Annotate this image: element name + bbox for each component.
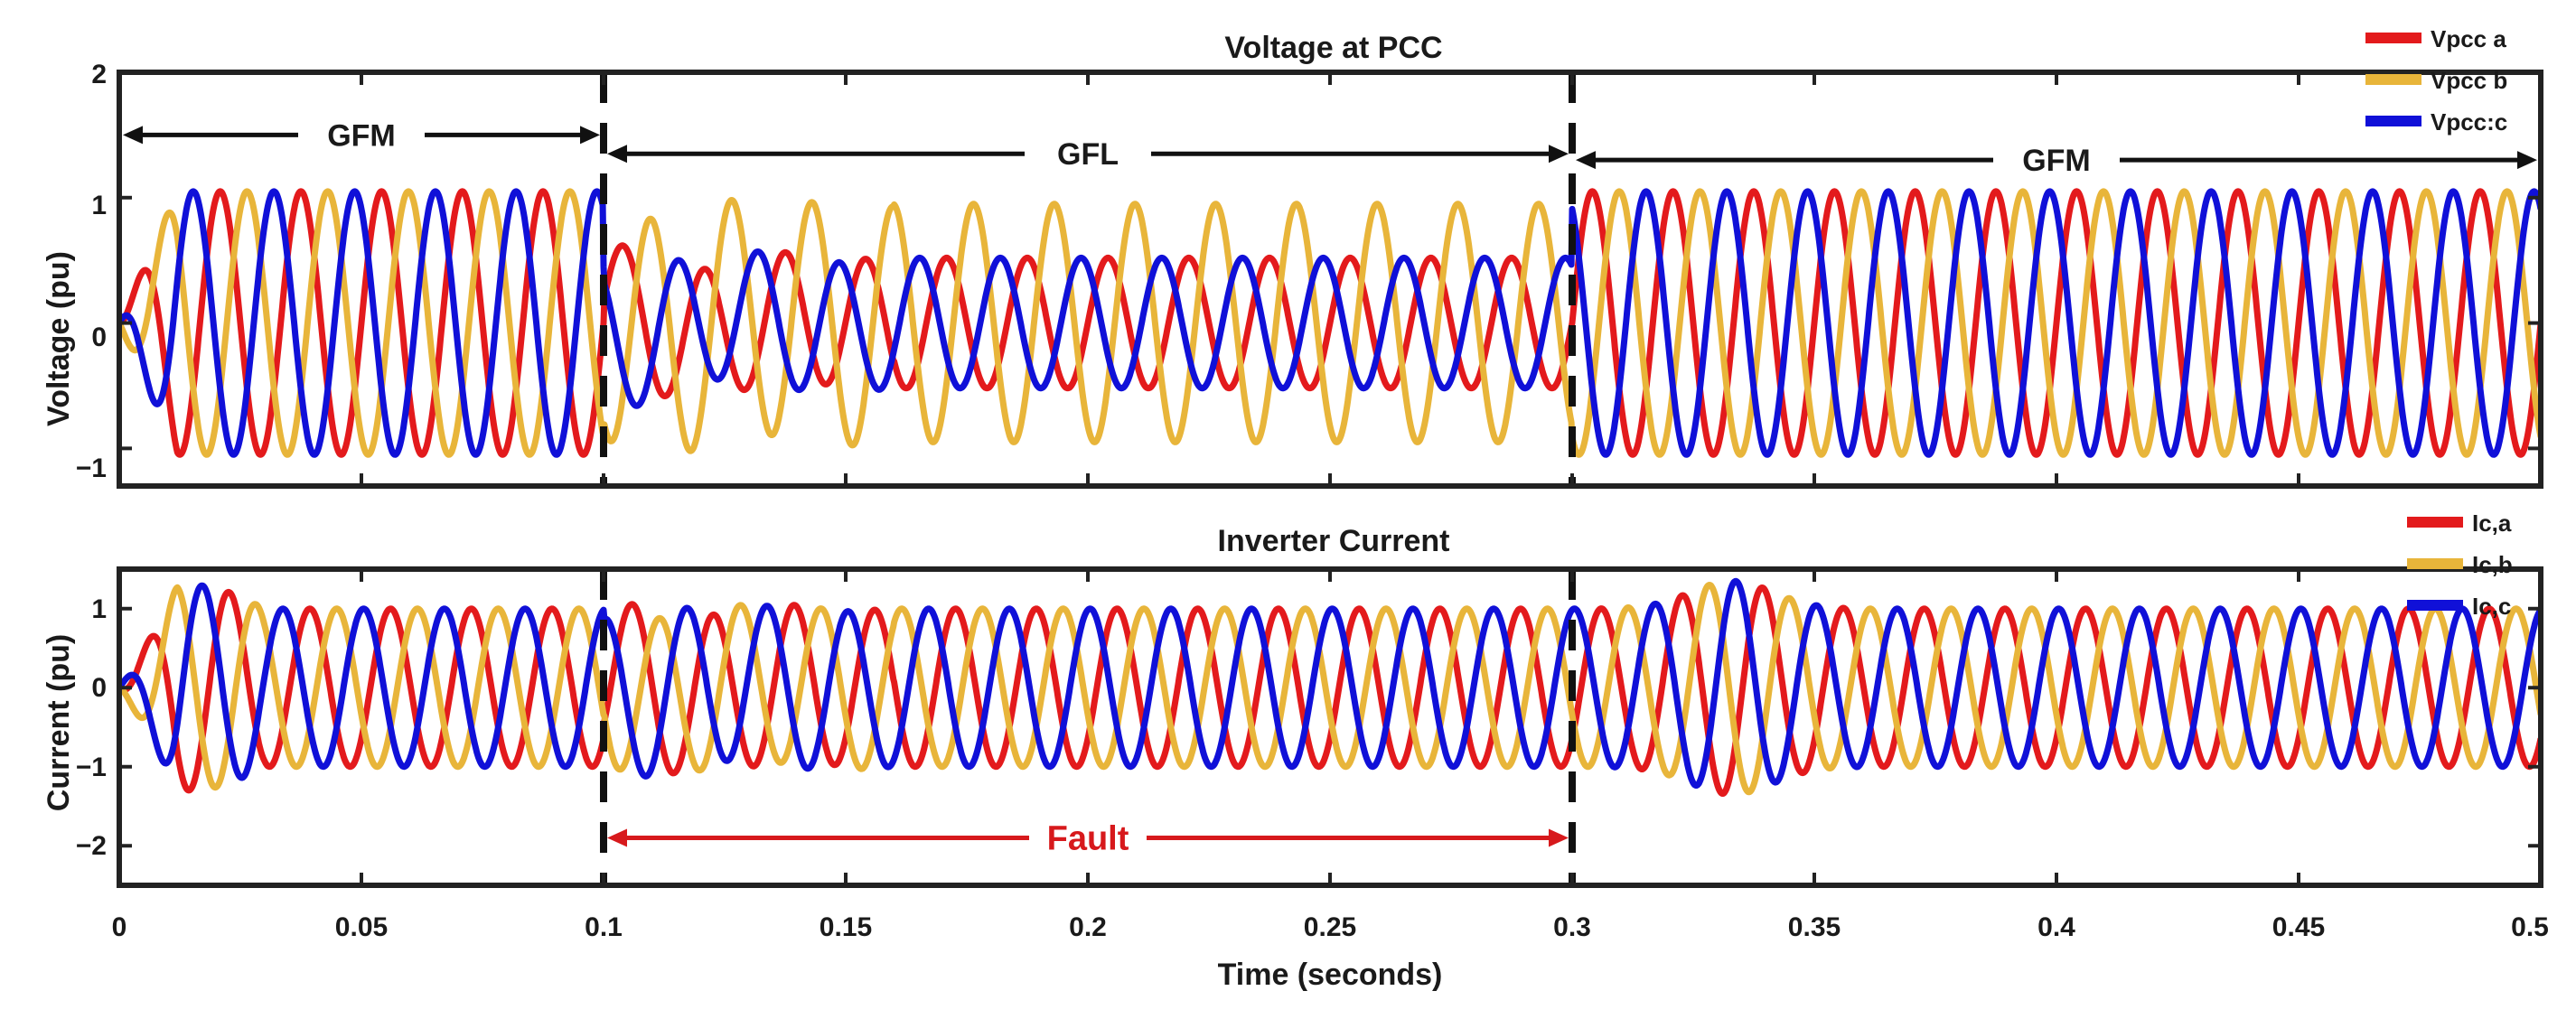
top-xtick-marks [117, 72, 2543, 486]
top-title: Voltage at PCC [1224, 31, 1442, 65]
top-panel: Voltage at PCC Voltage (pu) GFM GFL GFM 2 … [42, 25, 2543, 489]
legend-label-vpcc-a: Vpcc a [2431, 25, 2506, 52]
top-mode-annotations: GFM GFL GFM [123, 118, 2537, 178]
bottom-xtick-label: 0.35 [1788, 912, 1841, 942]
mode-label: GFM [327, 118, 396, 153]
bottom-xtick-label: 0.3 [1553, 912, 1591, 942]
top-ytick-label: 0 [91, 323, 107, 352]
bottom-panel: Inverter Current Current (pu) Fault 1 0 … [42, 510, 2549, 992]
bottom-ytick-label: −1 [76, 753, 107, 782]
bottom-xtick-label: 0.15 [820, 912, 872, 942]
series-vpcc-c [119, 188, 2541, 458]
bottom-xtick-marks [117, 569, 2543, 885]
top-yticks: 2 1 0 −1 [76, 60, 107, 483]
bottom-fault-annotation: Fault [607, 820, 1569, 858]
bottom-ytick-label: 1 [91, 594, 107, 624]
top-ytick-label: −1 [76, 453, 107, 483]
fault-label: Fault [1047, 820, 1129, 858]
bottom-xtick-label: 0.4 [2037, 912, 2075, 942]
bottom-ylabel: Current (pu) [42, 634, 76, 811]
series-ic-b [119, 582, 2541, 796]
bottom-series-group [119, 577, 2541, 797]
annotation-arrowhead [1576, 151, 1596, 170]
top-markers [600, 72, 1576, 486]
bottom-xticks: 0 0.05 0.1 0.15 0.2 0.25 0.3 0.35 0.4 0.… [112, 912, 2549, 942]
series-vpcc-a [119, 188, 2541, 458]
series-ic-c [119, 577, 2541, 789]
top-ytick-label: 1 [91, 191, 107, 220]
annotation-arrowhead [123, 126, 143, 145]
annotation-arrowhead [580, 126, 600, 145]
bottom-ytick-label: −2 [76, 831, 107, 861]
legend-label-ic-b: Ic,b [2472, 551, 2513, 578]
bottom-xtick-label: 0.1 [585, 912, 623, 942]
annotation-arrowhead [2517, 151, 2537, 170]
bottom-yticks: 1 0 −1 −2 [76, 594, 107, 861]
bottom-xtick-label: 0.05 [335, 912, 388, 942]
top-ytick-label: 2 [91, 60, 107, 89]
top-ylabel: Voltage (pu) [42, 251, 76, 426]
annotation-arrowhead [1549, 828, 1569, 847]
legend-label-ic-c: Ic,c [2472, 593, 2511, 620]
annotation-arrowhead [607, 145, 627, 164]
bottom-xtick-label: 0.2 [1069, 912, 1107, 942]
bottom-legend: Ic,a Ic,b Ic,c [2407, 510, 2513, 620]
bottom-xtick-label: 0 [112, 912, 127, 942]
series-vpcc-b [119, 188, 2541, 458]
bottom-ytick-label: 0 [91, 673, 107, 703]
bottom-xlabel: Time (seconds) [1218, 958, 1443, 992]
bottom-title: Inverter Current [1218, 524, 1450, 558]
annotation-arrowhead [1549, 145, 1569, 164]
bottom-xtick-label: 0.5 [2511, 912, 2549, 942]
legend-label-vpcc-c: Vpcc:c [2431, 108, 2507, 136]
legend-label-vpcc-b: Vpcc b [2431, 67, 2507, 94]
top-ytick-marks [119, 70, 2541, 451]
series-ic-a [119, 584, 2541, 797]
top-series-group [119, 188, 2541, 458]
legend-label-ic-a: Ic,a [2472, 510, 2512, 537]
annotation-arrowhead [607, 828, 627, 847]
mode-label: GFL [1057, 137, 1119, 172]
bottom-ytick-marks [119, 606, 2541, 848]
top-legend: Vpcc a Vpcc b Vpcc:c [2365, 25, 2507, 136]
bottom-xtick-label: 0.45 [2272, 912, 2325, 942]
bottom-markers [600, 569, 1576, 885]
bottom-xtick-label: 0.25 [1304, 912, 1356, 942]
mode-label: GFM [2022, 144, 2091, 178]
